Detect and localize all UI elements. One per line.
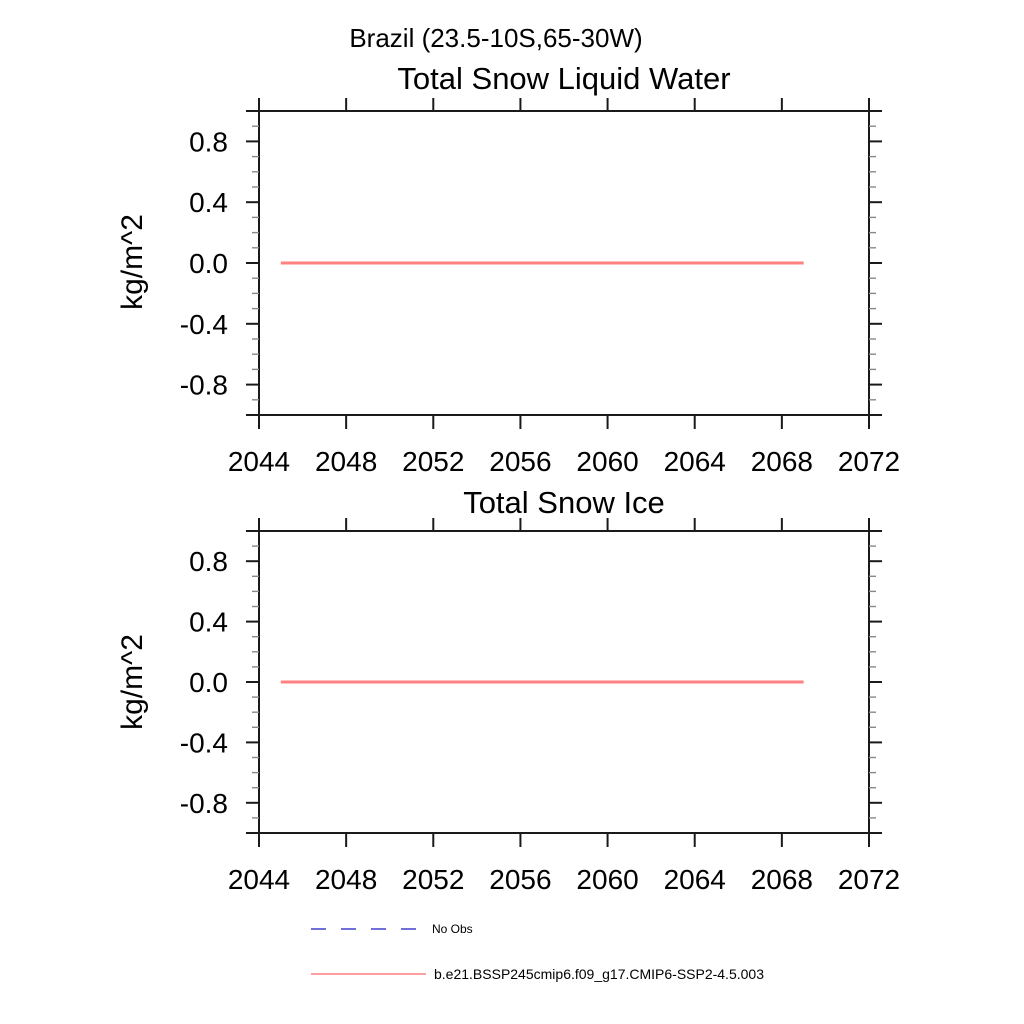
y-tick-label: 0.4 (189, 607, 228, 638)
legend-item-model-run: b.e21.BSSP245cmip6.f09_g17.CMIP6-SSP2-4.… (308, 966, 764, 982)
y-tick-label: -0.8 (180, 370, 228, 401)
x-tick-label: 2048 (315, 864, 377, 895)
chart-title-total-snow-ice: Total Snow Ice (463, 485, 665, 520)
x-tick-label: 2056 (489, 446, 551, 477)
chart-title-total-snow-liquid-water: Total Snow Liquid Water (397, 61, 731, 96)
legend-label-model-run: b.e21.BSSP245cmip6.f09_g17.CMIP6-SSP2-4.… (434, 966, 764, 982)
y-tick-label: 0.4 (189, 187, 228, 218)
x-tick-label: 2072 (838, 864, 900, 895)
y-tick-label: 0.8 (189, 126, 228, 157)
solid-line-swatch (311, 973, 426, 975)
x-tick-label: 2072 (838, 446, 900, 477)
y-tick-label: 0.0 (189, 667, 228, 698)
x-tick-label: 2056 (489, 864, 551, 895)
x-tick-label: 2048 (315, 446, 377, 477)
x-tick-label: 2052 (402, 864, 464, 895)
y-tick-label: -0.4 (180, 309, 228, 340)
x-tick-label: 2052 (402, 446, 464, 477)
x-tick-label: 2044 (228, 864, 290, 895)
x-tick-label: 2044 (228, 446, 290, 477)
legend-item-no-obs: No Obs (308, 921, 473, 937)
y-tick-label: -0.4 (180, 727, 228, 758)
dashed-line-swatch (311, 928, 417, 930)
x-tick-label: 2060 (576, 446, 638, 477)
x-tick-label: 2068 (751, 864, 813, 895)
y-tick-label: -0.8 (180, 788, 228, 819)
legend-label-no-obs: No Obs (432, 922, 473, 936)
x-tick-label: 2064 (664, 446, 726, 477)
x-tick-label: 2060 (576, 864, 638, 895)
y-tick-label: 0.8 (189, 546, 228, 577)
x-tick-label: 2064 (664, 864, 726, 895)
main-title: Brazil (23.5-10S,65-30W) (349, 23, 643, 53)
x-tick-label: 2068 (751, 446, 813, 477)
y-tick-label: 0.0 (189, 248, 228, 279)
